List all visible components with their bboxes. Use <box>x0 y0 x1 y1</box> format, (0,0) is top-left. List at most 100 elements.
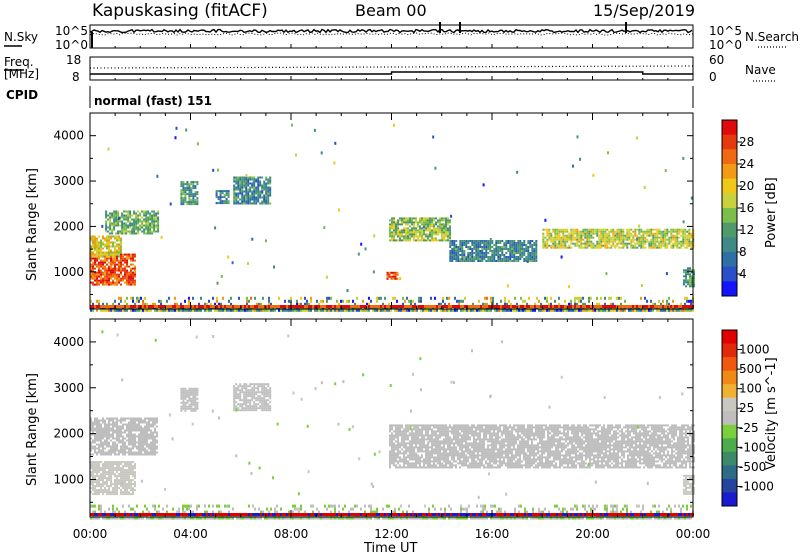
data-cell <box>134 259 136 262</box>
data-cell <box>491 240 494 242</box>
data-cell <box>96 437 98 440</box>
data-cell <box>685 281 687 284</box>
data-cell <box>676 305 678 308</box>
data-cell <box>459 246 462 248</box>
data-cell <box>98 265 100 268</box>
data-cell <box>304 308 306 312</box>
data-cell <box>503 246 506 248</box>
data-cell <box>533 250 536 252</box>
data-cell <box>282 305 284 308</box>
data-cell <box>106 463 108 466</box>
data-cell <box>265 182 268 185</box>
data-cell <box>469 258 472 260</box>
data-cell <box>122 471 124 474</box>
data-cell <box>451 252 454 254</box>
data-cell <box>632 234 635 237</box>
data-cell <box>273 265 275 269</box>
data-cell <box>399 223 401 226</box>
data-cell <box>467 256 470 258</box>
data-cell <box>399 233 401 236</box>
data-cell <box>460 305 462 308</box>
data-cell <box>247 198 250 201</box>
data-cell <box>247 385 250 388</box>
data-cell <box>616 244 619 247</box>
data-cell <box>401 448 403 451</box>
data-cell <box>94 447 96 450</box>
data-cell <box>184 195 187 198</box>
data-cell <box>114 245 116 248</box>
data-cell <box>328 305 330 308</box>
data-cell <box>269 409 272 412</box>
data-cell <box>148 453 150 456</box>
freq-label-2: [MHz] <box>4 67 39 81</box>
data-cell <box>505 256 508 258</box>
data-cell <box>94 279 96 282</box>
data-cell <box>269 389 272 392</box>
data-cell <box>652 308 654 312</box>
data-cell <box>460 308 462 312</box>
data-cell <box>388 308 390 312</box>
data-cell <box>415 227 417 230</box>
data-cell <box>130 305 132 308</box>
data-cell <box>628 238 631 241</box>
data-cell <box>122 305 124 308</box>
data-cell <box>238 308 240 312</box>
data-cell <box>233 202 236 205</box>
data-cell <box>134 477 136 480</box>
data-cell <box>662 234 665 237</box>
data-cell <box>98 485 100 488</box>
data-cell <box>94 437 96 440</box>
data-cell <box>126 273 128 276</box>
data-cell <box>194 391 197 394</box>
data-cell <box>686 236 689 239</box>
data-cell <box>114 241 116 244</box>
data-cell <box>257 194 260 197</box>
data-cell <box>113 216 116 219</box>
data-cell <box>447 237 449 240</box>
data-cell <box>397 442 399 445</box>
data-cell <box>664 228 667 231</box>
data-cell <box>134 253 136 256</box>
data-cell <box>96 489 98 492</box>
data-cell <box>126 255 128 258</box>
data-cell <box>186 391 189 394</box>
data-cell <box>150 305 152 308</box>
data-cell <box>672 305 674 308</box>
data-cell <box>449 250 452 252</box>
data-cell <box>98 445 100 448</box>
data-cell <box>235 202 238 205</box>
data-cell <box>96 421 98 424</box>
data-cell <box>418 296 420 300</box>
data-cell <box>90 235 92 238</box>
data-cell <box>98 461 100 464</box>
data-cell <box>233 401 236 404</box>
data-cell <box>120 479 122 482</box>
data-cell <box>682 220 685 224</box>
data-cell <box>578 238 581 241</box>
data-cell <box>441 233 443 236</box>
data-cell <box>397 434 399 437</box>
data-cell <box>134 265 136 268</box>
data-cell <box>96 491 98 494</box>
data-cell <box>658 299 660 303</box>
data-cell <box>428 308 430 312</box>
data-cell <box>576 234 579 237</box>
data-cell <box>137 210 140 213</box>
data-cell <box>517 240 520 242</box>
data-cell <box>685 269 687 272</box>
data-cell <box>126 429 128 432</box>
data-cell <box>517 244 520 246</box>
data-cell <box>422 305 424 308</box>
data-cell <box>222 308 224 312</box>
data-cell <box>149 230 152 233</box>
data-cell <box>407 229 409 232</box>
data-cell <box>423 219 425 222</box>
data-cell <box>155 230 158 233</box>
data-cell <box>265 383 268 386</box>
data-cell <box>495 240 498 242</box>
data-cell <box>416 308 418 312</box>
data-cell <box>450 308 452 312</box>
data-cell <box>116 275 118 278</box>
data-cell <box>94 247 96 250</box>
data-cell <box>94 475 96 478</box>
